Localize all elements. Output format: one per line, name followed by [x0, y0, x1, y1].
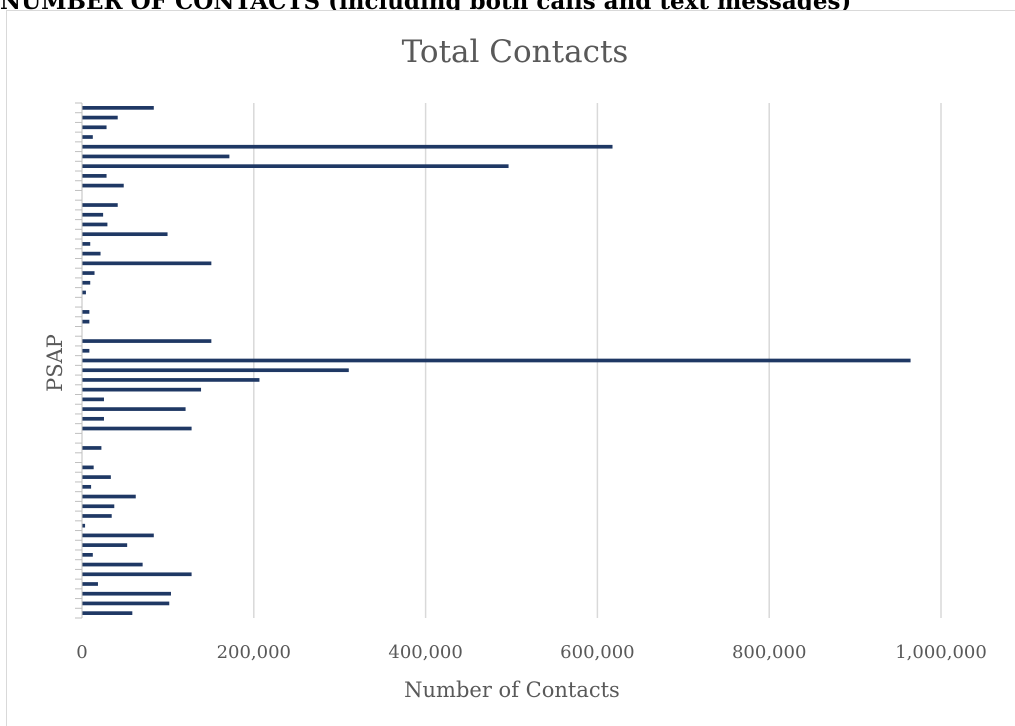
y-axis: [75, 102, 83, 619]
x-tick-label: 1,000,000: [895, 642, 987, 663]
bar: [82, 591, 171, 596]
bar: [82, 232, 168, 237]
bar: [82, 310, 90, 314]
bar: [82, 582, 98, 586]
bar: [82, 397, 104, 402]
bar: [82, 222, 108, 227]
bar: [82, 601, 170, 606]
bar-series: [82, 106, 911, 615]
x-tick-label: 400,000: [388, 642, 462, 663]
bar: [82, 319, 90, 324]
bar: [82, 475, 111, 479]
y-axis-title: PSAP: [43, 334, 67, 392]
bar: [82, 543, 128, 547]
bar: [82, 494, 136, 499]
bar: [82, 465, 94, 470]
bar: [82, 523, 86, 528]
x-tick-label: 600,000: [560, 642, 634, 663]
bar: [82, 280, 91, 285]
bar: [82, 533, 154, 538]
x-axis-title: Number of Contacts: [404, 678, 620, 702]
bar: [82, 378, 260, 382]
bar: [82, 106, 154, 110]
bar: [82, 144, 613, 149]
bar: [82, 416, 104, 421]
x-tick-label: 800,000: [732, 642, 806, 663]
bar: [82, 562, 143, 567]
chart-title: Total Contacts: [402, 34, 629, 70]
x-tick-labels: 0 200,000 400,000 600,000 800,000 1,000,000: [76, 642, 987, 663]
bar: [82, 212, 104, 217]
bar: [82, 261, 212, 266]
bar: [82, 446, 102, 450]
bar: [82, 426, 192, 431]
bar: [82, 611, 133, 615]
bar: [82, 358, 911, 363]
x-tick-label: 0: [76, 642, 87, 663]
bar: [82, 183, 124, 188]
bar: [82, 290, 86, 295]
bar: [82, 387, 202, 392]
bar: [82, 552, 93, 557]
chart-frame: [6, 10, 1015, 726]
bar: [82, 164, 509, 169]
bar: [82, 339, 212, 343]
bar: [82, 504, 115, 509]
bar: [82, 135, 93, 139]
bar: [82, 368, 349, 373]
bar: [82, 348, 90, 353]
bar: [82, 242, 91, 246]
bar: [82, 174, 107, 178]
bar: [82, 484, 92, 489]
x-tick-label: 200,000: [217, 642, 291, 663]
bar: [82, 407, 186, 411]
bar: [82, 154, 230, 159]
bar: [82, 271, 95, 275]
bar: [82, 572, 192, 577]
bar: [82, 125, 107, 130]
bar: [82, 514, 112, 518]
bar: [82, 115, 118, 120]
bar: [82, 203, 118, 207]
bar: [82, 251, 101, 256]
